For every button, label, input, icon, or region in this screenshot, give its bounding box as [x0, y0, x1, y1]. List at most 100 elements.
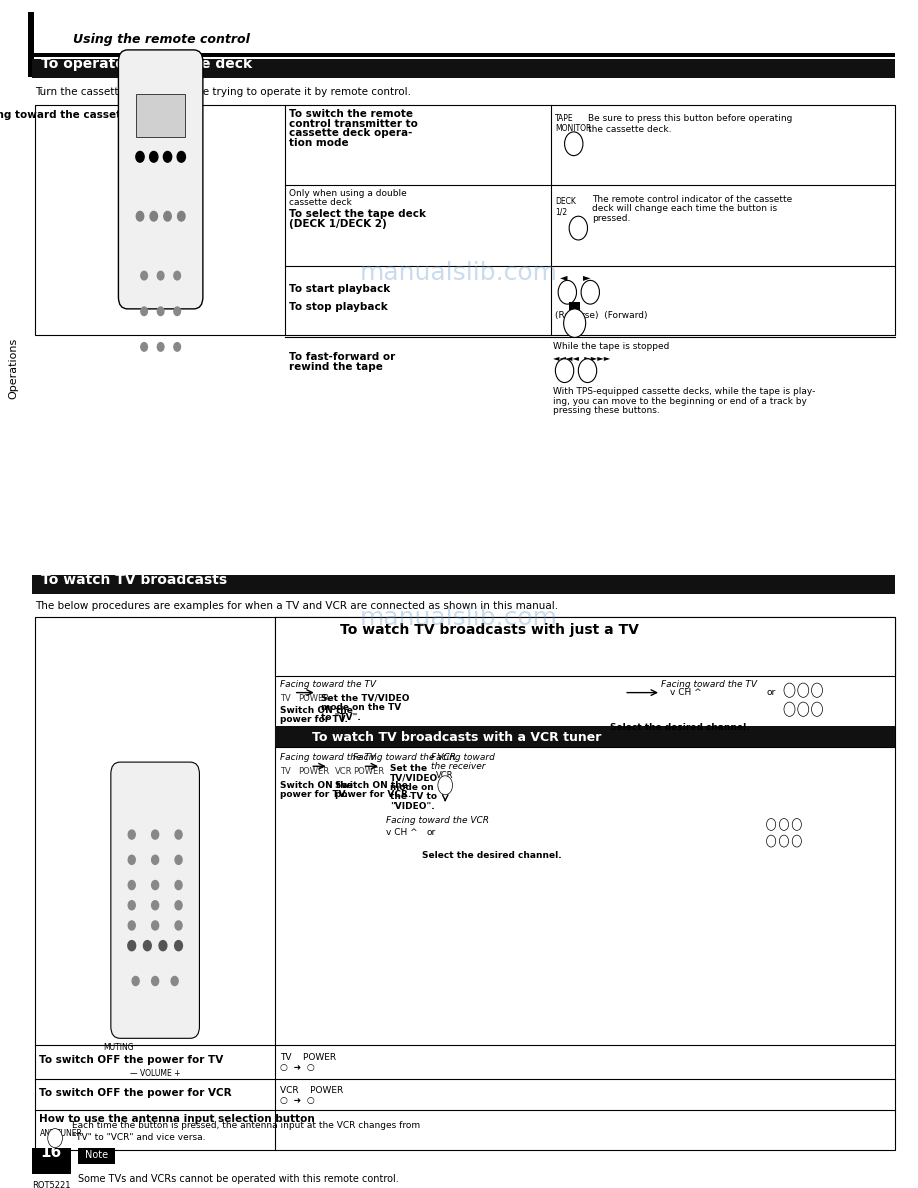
- Circle shape: [151, 977, 159, 986]
- Circle shape: [784, 702, 795, 716]
- Text: Facing toward the cassette deck: Facing toward the cassette deck: [0, 110, 164, 120]
- Circle shape: [151, 901, 159, 910]
- Circle shape: [159, 941, 167, 950]
- Circle shape: [798, 683, 809, 697]
- Text: — VOLUME +: — VOLUME +: [129, 1069, 181, 1079]
- Circle shape: [767, 835, 776, 847]
- Circle shape: [151, 830, 159, 839]
- Circle shape: [128, 941, 136, 950]
- Bar: [32, 1148, 71, 1174]
- Text: cassette deck opera-: cassette deck opera-: [289, 128, 412, 138]
- Circle shape: [163, 152, 172, 163]
- Text: TV: TV: [280, 694, 291, 703]
- Text: To start playback: To start playback: [289, 284, 390, 293]
- Circle shape: [136, 152, 144, 163]
- Text: Select the desired channel.: Select the desired channel.: [422, 851, 562, 860]
- Text: How to use the antenna input selection button: How to use the antenna input selection b…: [39, 1114, 315, 1124]
- Text: TAPE
MONITOR: TAPE MONITOR: [555, 114, 592, 133]
- Text: or: or: [427, 828, 436, 838]
- Bar: [275, 617, 895, 676]
- Text: VCR    POWER
○  ➜  ○: VCR POWER ○ ➜ ○: [280, 1086, 343, 1105]
- Circle shape: [140, 342, 148, 352]
- Circle shape: [177, 211, 185, 221]
- Text: DECK
1/2: DECK 1/2: [555, 197, 577, 216]
- Text: manualslib.com: manualslib.com: [360, 606, 558, 630]
- Text: power for TV.: power for TV.: [280, 790, 348, 800]
- Text: ►: ►: [583, 272, 590, 282]
- Text: (DECK 1/DECK 2): (DECK 1/DECK 2): [289, 219, 386, 228]
- Text: pressing these buttons.: pressing these buttons.: [553, 406, 659, 416]
- Circle shape: [129, 901, 135, 910]
- Circle shape: [767, 819, 776, 830]
- Text: the cassette deck.: the cassette deck.: [588, 125, 671, 134]
- Text: rewind the tape: rewind the tape: [289, 362, 383, 372]
- Text: To watch TV broadcasts with just a TV: To watch TV broadcasts with just a TV: [340, 623, 639, 637]
- Text: manualslib.com: manualslib.com: [360, 261, 558, 285]
- Circle shape: [175, 855, 182, 865]
- Circle shape: [177, 152, 185, 163]
- Text: power for VCR.: power for VCR.: [335, 790, 411, 800]
- Text: Each time the button is pressed, the antenna input at the VCR changes from: Each time the button is pressed, the ant…: [72, 1121, 420, 1131]
- Text: to "TV".: to "TV".: [321, 713, 361, 722]
- Circle shape: [798, 702, 809, 716]
- Circle shape: [136, 211, 144, 221]
- Text: To select the tape deck: To select the tape deck: [289, 209, 426, 219]
- Text: "TV" to "VCR" and vice versa.: "TV" to "VCR" and vice versa.: [72, 1133, 205, 1143]
- Circle shape: [558, 280, 577, 304]
- Text: v CH ^: v CH ^: [670, 688, 701, 697]
- Circle shape: [48, 1129, 62, 1148]
- Text: VCR: VCR: [335, 767, 353, 777]
- Circle shape: [129, 921, 135, 930]
- Circle shape: [175, 880, 182, 890]
- Circle shape: [779, 835, 789, 847]
- Text: the TV to: the TV to: [390, 792, 437, 802]
- Text: Facing toward the VCR: Facing toward the VCR: [386, 816, 488, 826]
- FancyBboxPatch shape: [118, 50, 203, 309]
- Text: To stop playback: To stop playback: [289, 302, 388, 311]
- Text: Only when using a double: Only when using a double: [289, 189, 407, 198]
- Text: Using the remote control: Using the remote control: [73, 33, 251, 46]
- Circle shape: [578, 359, 597, 383]
- Text: v CH ^: v CH ^: [386, 828, 417, 838]
- Circle shape: [129, 830, 135, 839]
- Text: Turn the cassette deck ON before trying to operate it by remote control.: Turn the cassette deck ON before trying …: [35, 87, 411, 96]
- Bar: [28, 12, 34, 77]
- Text: Facing toward the TV: Facing toward the TV: [280, 680, 376, 689]
- Text: mode on: mode on: [390, 783, 434, 792]
- Text: POWER: POWER: [298, 694, 330, 703]
- Text: Facing toward the TV: Facing toward the TV: [661, 680, 757, 689]
- Circle shape: [792, 819, 801, 830]
- Circle shape: [175, 830, 182, 839]
- Circle shape: [157, 307, 164, 316]
- Text: To operate a cassette deck: To operate a cassette deck: [41, 57, 252, 71]
- Circle shape: [157, 342, 164, 352]
- Circle shape: [143, 941, 151, 950]
- Circle shape: [564, 309, 586, 337]
- Text: While the tape is stopped: While the tape is stopped: [553, 342, 669, 352]
- Text: pressed.: pressed.: [592, 214, 631, 223]
- Text: Operations: Operations: [9, 337, 18, 399]
- Text: To fast-forward or: To fast-forward or: [289, 352, 396, 361]
- FancyBboxPatch shape: [111, 763, 199, 1038]
- Text: cassette deck: cassette deck: [289, 198, 352, 208]
- Circle shape: [784, 683, 795, 697]
- Text: or: or: [767, 688, 776, 697]
- Circle shape: [175, 921, 182, 930]
- Text: ◄◄◄◄  ►►►►: ◄◄◄◄ ►►►►: [553, 354, 610, 364]
- Bar: [35, 617, 895, 1150]
- Circle shape: [569, 216, 588, 240]
- Bar: [569, 302, 580, 316]
- Bar: [32, 575, 895, 594]
- Text: tion mode: tion mode: [289, 138, 349, 147]
- Circle shape: [129, 880, 135, 890]
- Circle shape: [581, 280, 599, 304]
- Circle shape: [132, 977, 140, 986]
- Circle shape: [779, 819, 789, 830]
- Circle shape: [174, 342, 181, 352]
- Text: The remote control indicator of the cassette: The remote control indicator of the cass…: [592, 195, 792, 204]
- Circle shape: [174, 271, 181, 280]
- Bar: [275, 726, 895, 747]
- Text: MUTING: MUTING: [103, 1043, 134, 1053]
- Bar: [32, 53, 895, 57]
- Text: Set the TV/VIDEO: Set the TV/VIDEO: [321, 694, 409, 703]
